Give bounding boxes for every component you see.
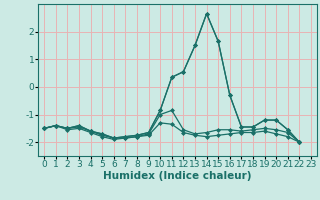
X-axis label: Humidex (Indice chaleur): Humidex (Indice chaleur)	[103, 171, 252, 181]
